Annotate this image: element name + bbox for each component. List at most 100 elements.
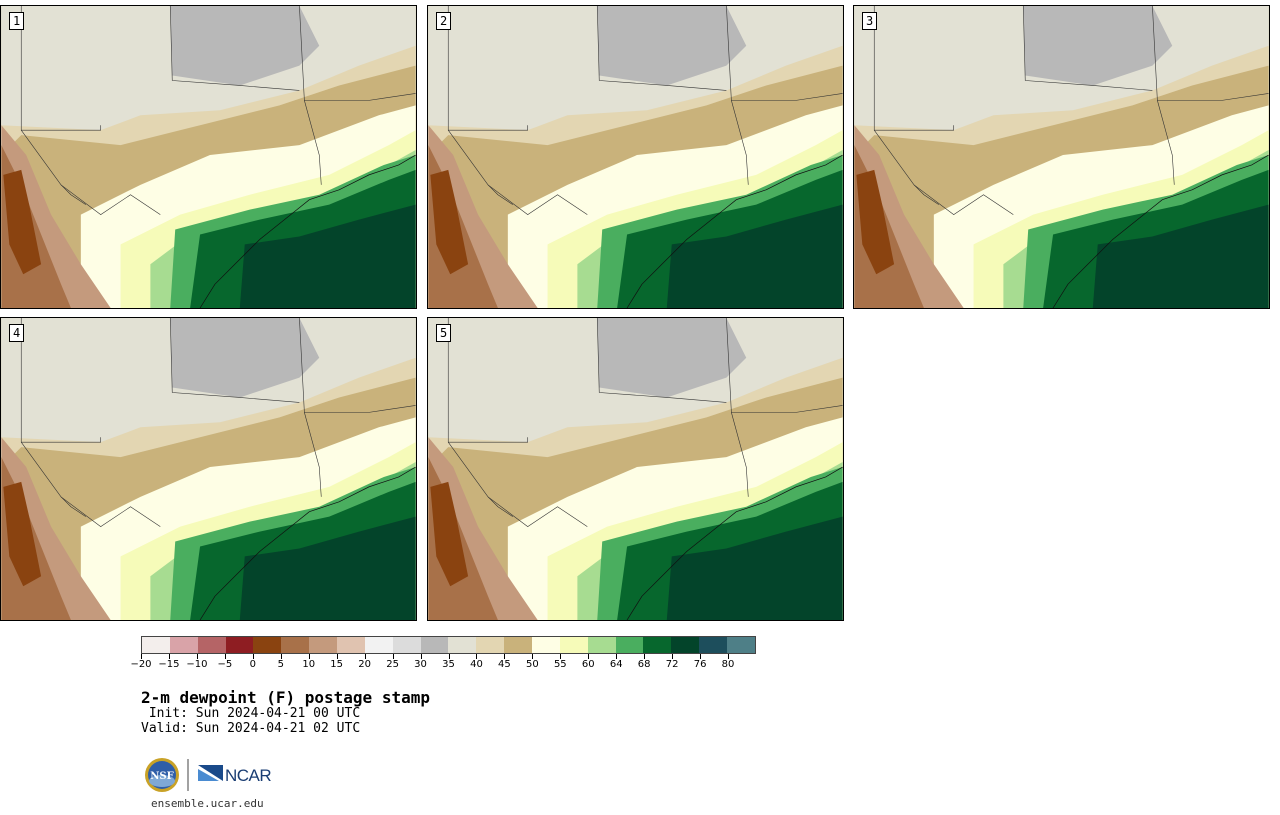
coastline [626, 154, 843, 308]
colorbar-tick-label: −10 [186, 659, 208, 670]
stamp-panel-5[interactable]: 5 [427, 317, 844, 621]
colorbar-tick [616, 654, 618, 659]
colorbar-swatch [364, 637, 393, 653]
state-border [596, 6, 727, 91]
colorbar-tick-label: 60 [581, 659, 595, 670]
coastline [199, 154, 416, 308]
dewpoint-contour-region [1092, 204, 1269, 308]
colorbar-tick-label: 5 [277, 659, 284, 670]
state-border [299, 318, 416, 413]
logos: NSF NCAR [145, 757, 275, 793]
stamp-panel-3[interactable]: 3 [853, 5, 1270, 309]
colorbar-swatch [142, 637, 170, 653]
colorbar-tick [504, 654, 506, 659]
state-border [596, 318, 727, 403]
state-border [1157, 100, 1175, 185]
colorbar-tick [224, 654, 226, 659]
colorbar-tick [644, 654, 646, 659]
state-border [299, 6, 416, 101]
colorbar-tick [420, 654, 422, 659]
state-border [60, 496, 86, 517]
ncar-logo-text: NCAR [225, 766, 271, 785]
colorbar-tick [476, 654, 478, 659]
state-border [60, 184, 86, 205]
colorbar-swatch [587, 637, 616, 653]
colorbar-tick [588, 654, 590, 659]
dewpoint-map [428, 6, 843, 308]
colorbar-tick-label: −20 [130, 659, 152, 670]
colorbar-tick-label: 76 [693, 659, 707, 670]
colorbar-swatch [504, 637, 533, 653]
state-border [1152, 6, 1269, 101]
dewpoint-contour-region [3, 169, 42, 275]
colorbar-swatch [337, 637, 365, 653]
state-border [304, 100, 322, 185]
colorbar-tick [196, 654, 198, 659]
colorbar-tick-label: 30 [414, 659, 427, 670]
dewpoint-contour-region [41, 318, 320, 398]
colorbar-tick-label: −5 [217, 659, 233, 670]
colorbar-tick [392, 654, 394, 659]
stamp-panel-2[interactable]: 2 [427, 5, 844, 309]
colorbar-swatch [532, 637, 560, 653]
colorbar-swatch [727, 637, 755, 653]
nsf-logo: NSF [145, 758, 179, 792]
colorbar-tick-label: 0 [249, 659, 256, 670]
dewpoint-map [1, 6, 416, 308]
colorbar-swatch [671, 637, 700, 653]
dewpoint-contour-region [3, 481, 42, 587]
colorbar-tick-label: 50 [525, 659, 539, 670]
colorbar-swatch [476, 637, 505, 653]
colorbar-tick-label: 45 [498, 659, 511, 670]
coastline [1052, 154, 1269, 308]
colorbar-swatch [420, 637, 449, 653]
colorbar-tick-label: 20 [358, 659, 371, 670]
state-border [731, 100, 749, 185]
nsf-logo-text: NSF [150, 771, 173, 782]
coastline [199, 466, 416, 620]
state-border [169, 318, 300, 403]
state-border [20, 6, 102, 131]
colorbar-tick [252, 654, 254, 659]
colorbar-tick-label: −15 [158, 659, 180, 670]
state-border [873, 130, 1014, 215]
state-border [1022, 6, 1153, 91]
colorbar-tick-label: 64 [609, 659, 623, 670]
state-border [487, 184, 513, 205]
dewpoint-contour-region [41, 6, 320, 86]
state-border [447, 442, 588, 527]
dewpoint-map [1, 318, 416, 620]
colorbar-tick-label: 72 [665, 659, 679, 670]
colorbar [141, 636, 756, 654]
stamp-panel-1[interactable]: 1 [0, 5, 417, 309]
stamp-panel-4[interactable]: 4 [0, 317, 417, 621]
state-border [726, 318, 843, 413]
dewpoint-contour-region [468, 318, 747, 398]
colorbar-tick-label: 40 [470, 659, 483, 670]
website-link[interactable]: ensemble.ucar.edu [151, 797, 264, 810]
colorbar-tick-label: 15 [330, 659, 344, 670]
state-border [20, 442, 161, 527]
dewpoint-contour-region [468, 6, 747, 86]
dewpoint-contour-region [239, 204, 416, 308]
state-border [913, 184, 939, 205]
colorbar-tick [532, 654, 534, 659]
colorbar-tick [168, 654, 170, 659]
stamp-number-label: 2 [436, 12, 452, 30]
colorbar-swatch [559, 637, 588, 653]
ncar-logo: NCAR [198, 765, 272, 785]
colorbar-tick-label: 80 [721, 659, 735, 670]
colorbar-tick [308, 654, 310, 659]
coastline [626, 466, 843, 620]
colorbar-swatch [392, 637, 421, 653]
dewpoint-contour-region [666, 516, 843, 620]
dewpoint-contour-region [430, 481, 469, 587]
colorbar-tick-label: 55 [553, 659, 567, 670]
colorbar-tick [560, 654, 562, 659]
state-border [169, 6, 300, 91]
stamp-number-label: 5 [436, 324, 452, 342]
state-border [447, 6, 529, 131]
stamp-number-label: 4 [9, 324, 25, 342]
colorbar-swatch [253, 637, 282, 653]
state-border [873, 6, 955, 131]
